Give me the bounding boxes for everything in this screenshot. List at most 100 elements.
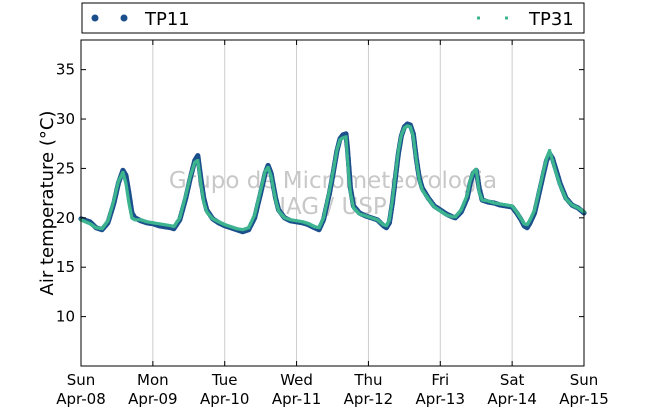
data-point bbox=[200, 186, 203, 190]
data-point bbox=[416, 168, 420, 172]
data-point bbox=[182, 199, 186, 203]
data-point bbox=[258, 193, 261, 197]
data-point bbox=[179, 210, 183, 214]
y-tick-label: 15 bbox=[56, 258, 75, 276]
data-point bbox=[389, 207, 393, 211]
x-tick-label-day: Mon bbox=[137, 371, 169, 389]
data-point bbox=[394, 167, 398, 171]
data-point bbox=[414, 152, 417, 156]
data-point bbox=[255, 204, 259, 208]
legend-marker-tp31 bbox=[477, 16, 480, 20]
data-point bbox=[413, 149, 417, 153]
x-tick-label-date: Apr-08 bbox=[56, 390, 106, 408]
legend-label-tp11: TP11 bbox=[144, 9, 190, 30]
data-point bbox=[396, 150, 400, 154]
x-tick-label-day: Thu bbox=[353, 371, 382, 389]
data-point bbox=[390, 200, 394, 204]
data-point bbox=[325, 201, 329, 204]
data-point bbox=[334, 154, 338, 158]
data-point bbox=[200, 191, 204, 195]
x-tick-label-date: Apr-11 bbox=[272, 390, 322, 408]
data-point bbox=[200, 188, 204, 191]
data-point bbox=[393, 178, 397, 182]
data-point bbox=[345, 147, 349, 151]
x-tick-label-date: Apr-15 bbox=[559, 390, 609, 408]
data-point bbox=[254, 207, 258, 211]
data-point bbox=[345, 144, 349, 148]
data-point bbox=[394, 170, 398, 174]
data-point bbox=[199, 181, 203, 185]
data-point bbox=[534, 203, 538, 207]
x-tick-label-date: Apr-12 bbox=[344, 390, 394, 408]
data-point bbox=[344, 135, 348, 139]
legend-marker-tp11 bbox=[120, 14, 128, 22]
data-point bbox=[412, 143, 416, 147]
data-point bbox=[253, 210, 257, 214]
data-point bbox=[333, 160, 337, 164]
y-tick-label: 30 bbox=[56, 110, 75, 128]
data-point bbox=[196, 160, 200, 164]
legend-marker-tp31 bbox=[505, 16, 508, 20]
x-tick-label-day: Sun bbox=[570, 371, 599, 389]
data-point bbox=[391, 197, 395, 200]
data-point bbox=[326, 197, 329, 201]
data-series bbox=[78, 121, 587, 235]
data-point bbox=[199, 183, 203, 187]
data-point bbox=[344, 138, 348, 142]
data-point bbox=[412, 138, 416, 142]
data-point bbox=[125, 189, 129, 193]
x-tick-label-date: Apr-13 bbox=[416, 390, 466, 408]
data-point bbox=[413, 151, 417, 155]
data-point bbox=[413, 144, 416, 148]
data-point bbox=[197, 171, 201, 175]
data-point bbox=[346, 157, 349, 160]
data-point bbox=[392, 189, 395, 193]
data-point bbox=[535, 196, 539, 200]
data-point bbox=[413, 146, 417, 150]
series-tp31 bbox=[79, 124, 586, 232]
data-point bbox=[475, 170, 479, 174]
data-point bbox=[476, 181, 480, 185]
legend-frame bbox=[81, 2, 585, 34]
data-point bbox=[201, 192, 204, 196]
data-point bbox=[124, 181, 128, 185]
x-tick-label-day: Fri bbox=[431, 371, 449, 389]
data-point bbox=[391, 192, 395, 196]
gridlines bbox=[152, 40, 513, 366]
data-point bbox=[393, 175, 397, 179]
data-point bbox=[395, 164, 398, 168]
data-point bbox=[539, 181, 543, 185]
legend-marker-tp11 bbox=[91, 14, 99, 22]
data-point bbox=[411, 135, 415, 139]
data-point bbox=[509, 204, 513, 208]
x-tick-label-day: Tue bbox=[211, 371, 238, 389]
axes: SunApr-08MonApr-09TueApr-10WedApr-11ThuA… bbox=[56, 40, 609, 408]
data-point bbox=[346, 164, 350, 168]
y-axis-label: Air temperature (°C) bbox=[37, 111, 58, 296]
data-point bbox=[327, 193, 330, 197]
data-point bbox=[414, 157, 418, 161]
data-point bbox=[201, 195, 205, 199]
y-tick-label: 10 bbox=[56, 308, 75, 326]
plot-frame bbox=[80, 39, 585, 367]
x-tick-label-date: Apr-14 bbox=[487, 390, 537, 408]
data-point bbox=[322, 214, 326, 218]
data-point bbox=[417, 175, 421, 179]
data-point bbox=[541, 173, 544, 177]
x-tick-label-day: Wed bbox=[280, 371, 313, 389]
data-point bbox=[392, 186, 396, 190]
data-point bbox=[395, 156, 399, 160]
x-tick-label-date: Apr-09 bbox=[128, 390, 178, 408]
legend: TP11 TP31 bbox=[81, 2, 585, 34]
data-point bbox=[256, 199, 260, 203]
data-point bbox=[388, 215, 392, 219]
data-point bbox=[412, 136, 415, 140]
x-tick-label-day: Sat bbox=[500, 371, 525, 389]
data-point bbox=[253, 213, 257, 217]
data-point bbox=[537, 188, 541, 192]
data-point bbox=[347, 172, 351, 176]
data-point bbox=[396, 153, 400, 157]
y-tick-label: 20 bbox=[56, 209, 75, 227]
data-point bbox=[414, 154, 418, 158]
